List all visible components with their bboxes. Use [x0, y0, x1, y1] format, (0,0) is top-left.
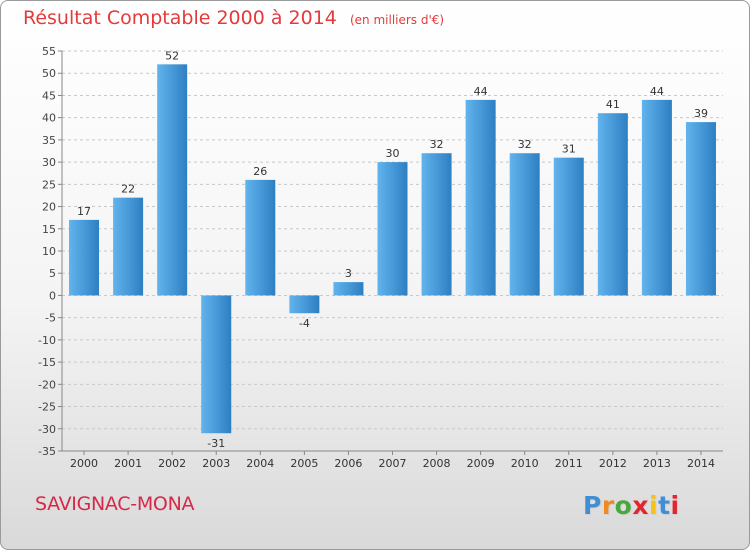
- bar-2002: [157, 64, 188, 296]
- logo-letter: i: [649, 491, 659, 520]
- x-tick-label-2002: 2002: [158, 457, 186, 470]
- plot-area: 5550454035302520151050-5-10-15-20-25-30-…: [38, 45, 723, 470]
- data-label-2003: -31: [207, 437, 225, 450]
- x-tick-label-2012: 2012: [599, 457, 627, 470]
- data-label-2005: -4: [299, 317, 310, 330]
- y-tick-label: -30: [38, 423, 56, 436]
- data-label-2000: 17: [77, 205, 91, 218]
- y-tick-label: 25: [42, 178, 56, 191]
- y-tick-label: -10: [38, 334, 56, 347]
- chart-subtitle: (en milliers d'€): [349, 13, 445, 27]
- x-tick-label-2000: 2000: [70, 457, 98, 470]
- data-label-2002: 52: [165, 49, 179, 62]
- y-tick-label: -25: [38, 401, 56, 414]
- x-tick-label-2014: 2014: [687, 457, 715, 470]
- y-tick-label: 20: [42, 201, 56, 214]
- data-label-2012: 41: [606, 98, 620, 111]
- y-tick-label: 35: [42, 134, 56, 147]
- y-tick-label: -15: [38, 356, 56, 369]
- x-tick-label-2004: 2004: [246, 457, 274, 470]
- data-label-2013: 44: [650, 85, 664, 98]
- bar-2009: [465, 99, 496, 296]
- bar-2005: [289, 295, 320, 314]
- logo-letter: o: [614, 491, 633, 520]
- x-tick-label-2008: 2008: [423, 457, 451, 470]
- bar-2003: [201, 295, 232, 434]
- title-block: Résultat Comptable 2000 à 2014 (en milli…: [23, 7, 444, 29]
- x-tick-label-2013: 2013: [643, 457, 671, 470]
- y-tick-label: -35: [38, 445, 56, 458]
- y-tick-label: 40: [42, 112, 56, 125]
- data-label-2011: 31: [562, 143, 576, 156]
- proxiti-logo[interactable]: Proxiti: [583, 491, 680, 520]
- y-tick-label: 10: [42, 245, 56, 258]
- x-tick-label-2003: 2003: [202, 457, 230, 470]
- x-tick-label-2007: 2007: [379, 457, 407, 470]
- bar-2008: [421, 153, 452, 296]
- bar-2004: [245, 179, 276, 296]
- x-tick-label-2011: 2011: [555, 457, 583, 470]
- logo-letter: i: [670, 491, 680, 520]
- data-label-2010: 32: [518, 138, 532, 151]
- data-label-2014: 39: [694, 107, 708, 120]
- data-label-2001: 22: [121, 183, 135, 196]
- x-tick-label-2010: 2010: [511, 457, 539, 470]
- y-tick-label: 5: [49, 267, 56, 280]
- logo-letter: x: [632, 491, 649, 520]
- y-tick-label: 15: [42, 223, 56, 236]
- data-label-2009: 44: [474, 85, 488, 98]
- bar-2001: [113, 197, 144, 296]
- y-tick-label: 50: [42, 67, 56, 80]
- chart-title: Résultat Comptable 2000 à 2014: [23, 7, 337, 29]
- bar-2011: [553, 157, 584, 296]
- data-label-2006: 3: [345, 267, 352, 280]
- data-label-2004: 26: [253, 165, 267, 178]
- logo-letter: r: [601, 491, 615, 520]
- y-tick-label: 55: [42, 45, 56, 58]
- y-tick-label: 0: [49, 289, 56, 302]
- bar-2007: [377, 162, 408, 296]
- logo-letter: P: [583, 491, 602, 520]
- y-tick-label: 30: [42, 156, 56, 169]
- logo-letter: t: [658, 491, 671, 520]
- bar-2000: [69, 219, 100, 296]
- data-label-2007: 30: [386, 147, 400, 160]
- x-tick-label-2009: 2009: [467, 457, 495, 470]
- y-tick-label: -20: [38, 378, 56, 391]
- y-tick-label: 45: [42, 89, 56, 102]
- bar-2006: [333, 282, 364, 296]
- bar-2014: [685, 122, 716, 296]
- bar-2010: [509, 153, 540, 296]
- x-tick-label-2001: 2001: [114, 457, 142, 470]
- bar-2013: [641, 99, 672, 296]
- x-tick-label-2005: 2005: [290, 457, 318, 470]
- y-tick-label: -5: [45, 312, 56, 325]
- bar-2012: [597, 113, 628, 296]
- data-label-2008: 32: [430, 138, 444, 151]
- commune-name: SAVIGNAC-MONA: [35, 493, 195, 515]
- x-tick-label-2006: 2006: [334, 457, 362, 470]
